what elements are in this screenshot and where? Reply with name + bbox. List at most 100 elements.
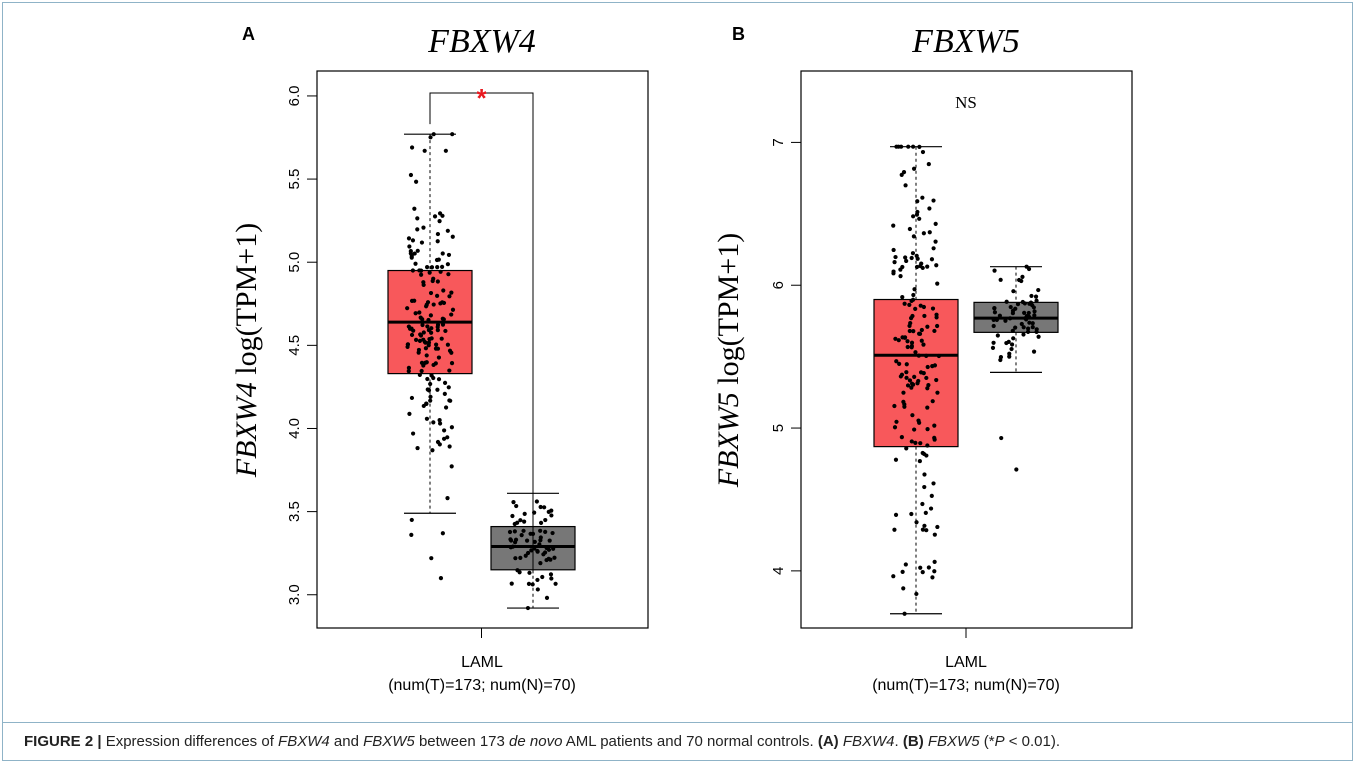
data-point	[432, 214, 438, 219]
data-point	[921, 231, 926, 236]
data-point	[1010, 308, 1016, 313]
outlier-point	[999, 435, 1004, 441]
data-point	[526, 581, 532, 586]
data-point	[922, 523, 927, 528]
data-point	[535, 577, 540, 583]
data-point	[1033, 294, 1039, 299]
data-point	[992, 310, 998, 315]
data-point	[436, 377, 442, 382]
data-point	[932, 423, 937, 428]
data-point	[921, 342, 926, 347]
data-point	[421, 330, 426, 335]
data-point	[437, 211, 443, 216]
data-point	[1007, 316, 1013, 321]
y-tick-label: 6	[770, 281, 787, 289]
data-point	[899, 434, 904, 440]
data-point	[916, 353, 921, 358]
data-point	[426, 327, 432, 333]
y-tick-label: 5.5	[286, 169, 303, 190]
data-point	[998, 277, 1003, 282]
data-point	[435, 324, 440, 330]
data-point	[932, 328, 937, 334]
data-point	[907, 226, 912, 232]
data-point	[909, 255, 914, 261]
data-point	[407, 244, 412, 249]
data-point	[901, 390, 906, 395]
data-point	[413, 337, 419, 342]
data-point	[915, 199, 920, 204]
data-point	[925, 386, 930, 391]
data-point	[1030, 325, 1035, 330]
data-point	[911, 292, 916, 298]
data-point	[445, 228, 450, 233]
data-point	[893, 457, 899, 462]
caption-text: AML patients and 70 normal controls.	[562, 733, 818, 750]
data-point	[1011, 336, 1016, 341]
data-point	[935, 524, 940, 530]
data-point	[1024, 317, 1029, 322]
data-point	[929, 493, 934, 498]
data-point	[442, 380, 448, 385]
data-point	[409, 255, 414, 260]
data-point	[925, 364, 930, 370]
caption-text: between 173	[414, 733, 510, 750]
data-point	[417, 310, 422, 315]
data-point	[1007, 351, 1012, 356]
data-point	[911, 234, 916, 239]
panel-a-label: A	[242, 24, 255, 44]
data-point	[514, 503, 519, 509]
data-point	[919, 261, 924, 266]
data-point	[434, 342, 439, 347]
data-point	[420, 322, 425, 328]
data-point	[428, 290, 434, 296]
caption-term: de novo	[509, 733, 563, 750]
data-point	[413, 261, 418, 266]
data-point	[412, 251, 417, 256]
data-point	[446, 385, 451, 390]
data-point	[925, 443, 930, 448]
panel-a-boxes	[387, 132, 576, 638]
data-point	[903, 255, 908, 260]
caption-gene: FBXW4	[278, 733, 330, 750]
y-tick-label: 4	[770, 567, 787, 575]
data-point	[910, 251, 916, 256]
data-point	[552, 555, 557, 560]
data-point	[917, 420, 922, 425]
panel-a-x-sublabel: (num(T)=173; num(N)=70)	[388, 677, 576, 694]
data-point	[426, 317, 431, 323]
panel-a-y-axis: 3.0 3.5 4.0 4.5 5.0 5.5 6.0	[286, 86, 317, 605]
data-point	[435, 239, 440, 244]
data-point	[527, 570, 532, 575]
data-point	[449, 425, 455, 430]
data-point	[447, 368, 452, 373]
data-point	[522, 511, 527, 516]
data-point	[926, 382, 931, 388]
data-point	[417, 338, 423, 344]
data-point	[429, 373, 434, 378]
data-point	[446, 272, 451, 277]
data-point	[1003, 318, 1008, 323]
data-point	[435, 328, 440, 333]
data-point	[990, 345, 996, 351]
data-point	[893, 512, 899, 517]
data-point	[434, 257, 440, 263]
data-point	[932, 559, 937, 564]
data-point	[936, 353, 942, 359]
data-point	[553, 581, 558, 586]
data-point	[412, 298, 417, 303]
caption-text: and	[329, 733, 364, 750]
data-point	[1009, 342, 1015, 347]
y-tick-label: 7	[770, 138, 787, 146]
data-point	[902, 335, 908, 340]
data-point	[904, 370, 909, 375]
data-point	[924, 453, 929, 458]
data-point	[891, 247, 896, 253]
data-point	[435, 279, 440, 284]
data-point	[894, 359, 899, 364]
data-point	[1027, 320, 1032, 325]
data-point	[922, 313, 927, 319]
data-point	[538, 528, 543, 533]
data-point	[419, 368, 424, 374]
data-point	[424, 360, 429, 365]
